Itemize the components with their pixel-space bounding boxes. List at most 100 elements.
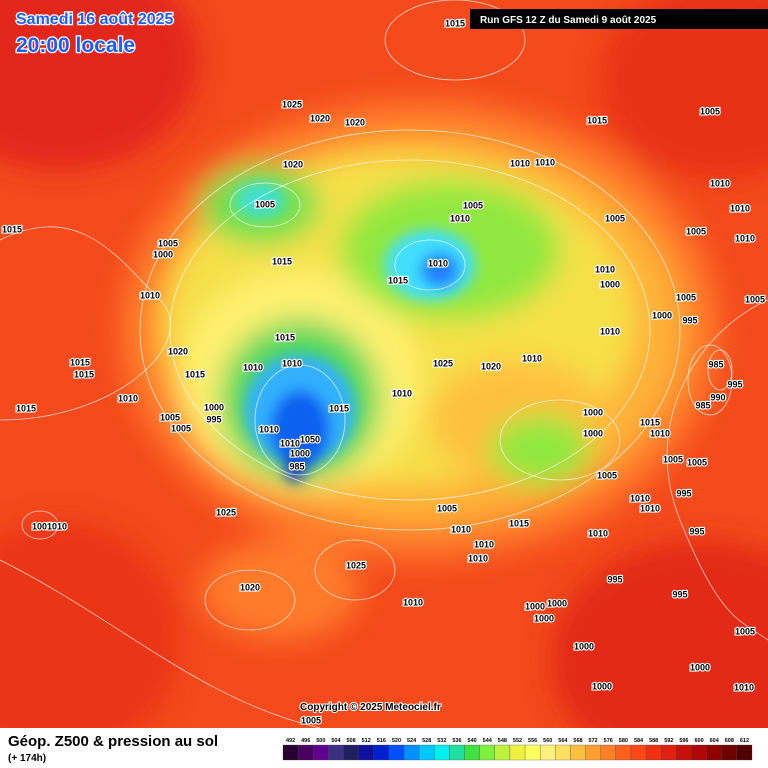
scale-label: 576	[604, 738, 613, 744]
isobar-label: 1010	[734, 682, 754, 692]
isobar-label: 1010	[451, 524, 471, 534]
isobar-label: 985	[289, 461, 304, 471]
scale-label: 544	[483, 738, 493, 744]
scale-swatch	[419, 744, 435, 761]
scale-label: 612	[740, 738, 749, 744]
isobar-label: 1005	[158, 238, 178, 248]
isobar-label: 1005	[463, 200, 483, 210]
isobar-label: 1015	[2, 224, 22, 234]
isobar-label: 985	[708, 359, 723, 369]
scale-swatch	[555, 744, 571, 761]
isobar-label: 1015	[70, 357, 90, 367]
isobar-label: 1010	[259, 424, 279, 434]
isobar-label: 1000	[547, 598, 567, 608]
scale-label: 556	[528, 738, 537, 744]
scale-label: 496	[301, 738, 310, 744]
isobar-label: 1005	[171, 423, 191, 433]
forecast-lead: (+ 174h)	[8, 753, 46, 764]
isobar-label: 1005	[301, 715, 321, 725]
scale-swatch	[600, 744, 616, 761]
scale-swatch	[358, 744, 374, 761]
isobar-label: 1010	[450, 213, 470, 223]
isobar-label: 1000	[204, 402, 224, 412]
isobar-label: 1010	[140, 290, 160, 300]
isobar-label: 1010	[735, 233, 755, 243]
isobar-label: 985	[695, 400, 710, 410]
isobar-label: 1005	[160, 412, 180, 422]
scale-label: 604	[710, 738, 720, 744]
isobar-label: 1015	[275, 332, 295, 342]
isobar-label: 1020	[310, 113, 330, 123]
scale-swatch	[721, 744, 738, 761]
scale-swatch	[736, 744, 753, 761]
scale-label: 600	[694, 738, 703, 744]
isobar-label: 995	[682, 315, 697, 325]
scale-swatch	[615, 744, 632, 761]
scale-label: 504	[331, 738, 341, 744]
isobar-label: 1010	[640, 503, 660, 513]
isobar-label: 995	[689, 526, 704, 536]
isobar-label: 1005	[700, 106, 720, 116]
isobar-label: 1005	[255, 199, 275, 209]
isobar-label: 1020	[240, 582, 260, 592]
scale-label: 568	[573, 738, 582, 744]
valid-time: 20:00 locale	[16, 34, 135, 57]
isobar-label: 1005	[437, 503, 457, 513]
isobar-label: 1000	[534, 613, 554, 623]
scale-swatch	[645, 744, 662, 761]
isobar-label: 1020	[283, 159, 303, 169]
scale-label: 532	[437, 738, 446, 744]
scale-label: 564	[558, 738, 568, 744]
scale-swatch	[524, 744, 541, 761]
isobar-label: 1015	[272, 256, 292, 266]
isobar-label: 1005	[745, 294, 765, 304]
scale-swatch	[343, 744, 359, 761]
isobar-label: 1010	[474, 539, 494, 549]
isobar-label: 1015	[329, 403, 349, 413]
isobar-label: 1005	[735, 626, 755, 636]
isobar-label: 1010	[282, 358, 302, 368]
scale-label: 588	[649, 738, 658, 744]
isobar-label: 1010	[47, 521, 67, 531]
isobar-label: 1010	[392, 388, 412, 398]
scale-swatch	[403, 744, 420, 761]
scale-label: 508	[346, 738, 355, 744]
scale-swatch	[328, 744, 344, 761]
scale-swatch	[570, 744, 586, 761]
isobar-label: 1000	[290, 448, 310, 458]
scale-label: 516	[377, 738, 386, 744]
scale-swatch	[661, 744, 677, 761]
scale-swatch	[479, 744, 495, 761]
isobar-label: 1025	[433, 358, 453, 368]
isobar-label: 1010	[510, 158, 530, 168]
isobar-label: 1025	[346, 560, 366, 570]
scale-swatch	[388, 744, 405, 761]
copyright: Copyright © 2025 Meteociel.fr	[300, 702, 441, 713]
scale-swatch	[630, 744, 647, 761]
isobar-label: 1010	[600, 326, 620, 336]
isobar-label: 1025	[282, 99, 302, 109]
isobar-label: 1015	[74, 369, 94, 379]
scale-label: 592	[664, 738, 673, 744]
isobar-label: 1020	[481, 361, 501, 371]
isobar-label: 1005	[676, 292, 696, 302]
scale-swatch	[464, 744, 480, 761]
scale-label: 512	[362, 738, 371, 744]
isobar-label: 1000	[690, 662, 710, 672]
isobar-label: 1010	[118, 393, 138, 403]
valid-date: Samedi 16 août 2025	[16, 11, 174, 28]
isobar-label: 1015	[640, 417, 660, 427]
scale-swatch	[449, 744, 465, 761]
isobar-label: 1005	[687, 457, 707, 467]
scale-swatch	[282, 744, 299, 761]
scale-swatch	[540, 744, 556, 761]
scale-label: 608	[725, 738, 734, 744]
isobar-label: 1000	[583, 428, 603, 438]
scale-swatch	[373, 744, 390, 761]
isobar-label: 1000	[652, 310, 672, 320]
scale-label: 548	[498, 738, 507, 744]
low-cores	[235, 182, 475, 482]
scale-swatch	[313, 744, 329, 761]
